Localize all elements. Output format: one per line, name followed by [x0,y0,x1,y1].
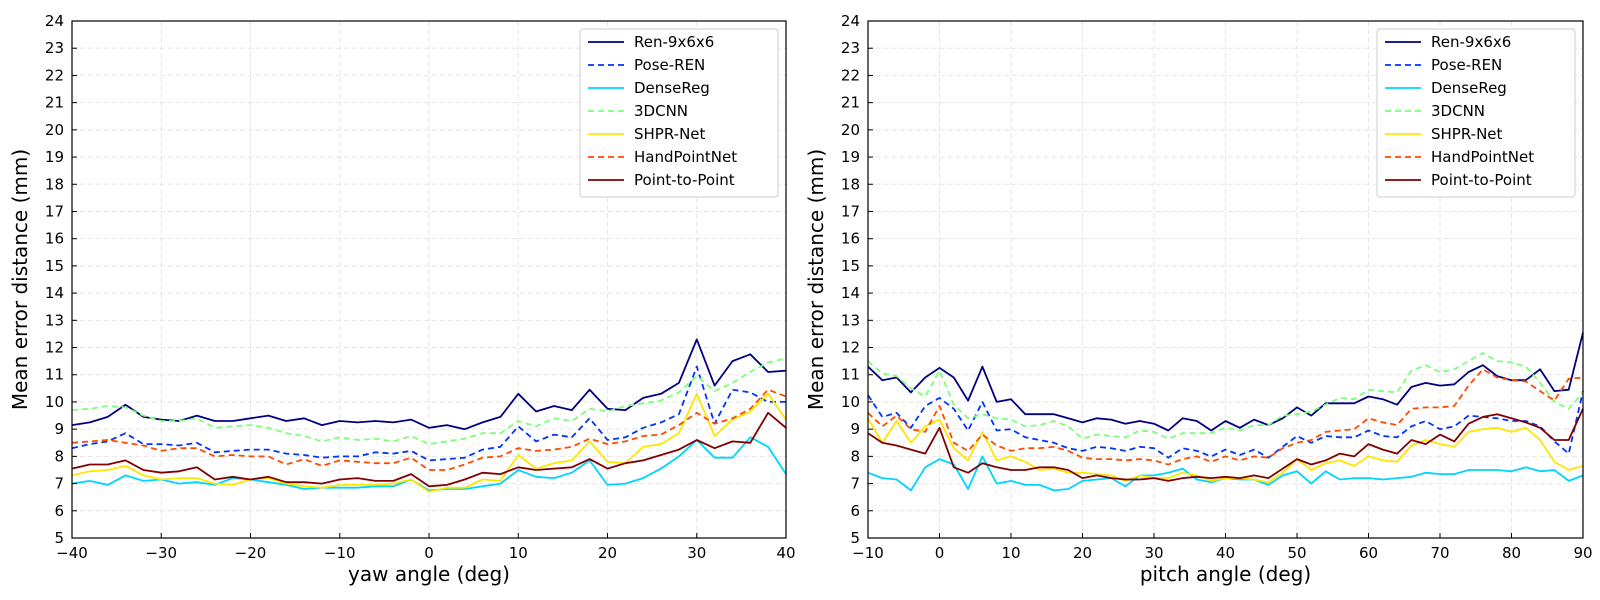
chart-2-legend-label: HandPointNet [1431,148,1534,166]
chart-1-legend-label: SHPR-Net [634,125,706,143]
chart-1-ytick-label: 10 [45,393,64,411]
chart-2-ytick-label: 20 [841,121,860,139]
chart-1-ytick-label: 23 [45,39,64,57]
chart-2-legend-label: Pose-REN [1431,56,1502,74]
chart-2-series-line-4 [867,352,1584,440]
chart-2-legend-label: 3DCNN [1431,102,1485,120]
chart-2-ytick-label: 22 [841,66,860,84]
chart-1-ytick-label: 24 [45,12,64,30]
chart-2-ytick-label: 7 [850,475,860,493]
chart-1-xtick-label: −20 [235,544,267,562]
chart-2-legend-box [1376,28,1576,198]
chart-1-ytick-label: 12 [45,339,64,357]
chart-1-ytick-label: 15 [45,257,64,275]
chart-2-series-line-5 [867,417,1584,484]
chart-1-series-line-1 [71,338,787,431]
chart-2-legend-label: Point-to-Point [1431,171,1532,189]
chart-1-legend-label: Point-to-Point [634,171,735,189]
chart-2-ytick-label: 12 [841,339,860,357]
chart-2-xtick-label: 40 [1216,544,1235,562]
chart-1-ytick-label: 16 [45,230,64,248]
chart-2-ytick-label: 16 [841,230,860,248]
chart-2-ytick-label: 5 [850,529,860,547]
chart-2-ytick-label: 11 [841,366,860,384]
chart-1-ytick-label: 8 [54,447,64,465]
chart-1-xtick-label: −40 [56,544,88,562]
chart-2-xtick-label: 30 [1144,544,1163,562]
chart-1-xtick-label: 40 [776,544,795,562]
chart-2-legend-label: DenseReg [1431,79,1507,97]
chart-2-xtick-label: 50 [1287,544,1306,562]
chart-2-ytick-label: 15 [841,257,860,275]
chart-2-xtick-label: 10 [1001,544,1020,562]
chart-2-ytick-label: 23 [841,39,860,57]
chart-2-ytick-label: 10 [841,393,860,411]
chart-1-xtick-label: 30 [687,544,706,562]
chart-2-ytick-label: 21 [841,94,860,112]
chart-1-ytick-label: 11 [45,366,64,384]
chart-2-legend-label: Ren-9x6x6 [1431,33,1511,51]
chart-2-xtick-label: −10 [852,544,884,562]
chart-1-ytick-label: 6 [54,502,64,520]
chart-1-ytick-label: 19 [45,148,64,166]
chart-1-ytick-label: 7 [54,475,64,493]
chart-2-ytick-label: 6 [850,502,860,520]
chart-1-series-line-4 [71,357,787,446]
chart-2-ytick-label: 17 [841,202,860,220]
chart-2-series-line-1 [867,332,1584,432]
chart-1-series-line-7 [71,411,787,488]
chart-2-ytick-label: 9 [850,420,860,438]
chart-1-ytick-label: 13 [45,311,64,329]
chart-2-series-line-7 [867,408,1584,482]
chart-2-ytick-label: 13 [841,311,860,329]
chart-2-ytick-label: 8 [850,447,860,465]
chart-1-xtick-label: −10 [324,544,356,562]
chart-2-ytick-label: 14 [841,284,860,302]
chart-2-xtick-label: 80 [1502,544,1521,562]
chart-2-xtick-label: 70 [1430,544,1449,562]
chart-1-ytick-label: 18 [45,175,64,193]
chart-1-legend-label: DenseReg [634,79,710,97]
chart-2-series-line-6 [867,368,1584,466]
chart-2-series-line-2 [867,390,1584,459]
chart-1-series-line-3 [71,436,787,492]
chart-1-xtick-label: 0 [424,544,434,562]
chart-1-ytick-label: 9 [54,420,64,438]
chart-2-x-axis-title: pitch angle (deg) [1140,562,1311,586]
chart-2-xtick-label: 60 [1359,544,1378,562]
chart-2-ytick-label: 18 [841,175,860,193]
chart-1-xtick-label: 10 [509,544,528,562]
chart-2-ytick-label: 24 [841,12,860,30]
chart-1-xtick-label: 20 [598,544,617,562]
chart-1-ytick-label: 21 [45,94,64,112]
chart-2-legend: Ren-9x6x6 Pose-REN DenseReg 3DCNN SHPR-Net Ha… [1376,28,1576,198]
chart-1-series-line-2 [71,365,786,462]
chart-2-xtick-label: 20 [1073,544,1092,562]
chart-1-legend-label: Ren-9x6x6 [634,33,714,51]
chart-1-legend-box [579,28,779,198]
chart-1-legend-label: Pose-REN [634,56,705,74]
chart-1-legend-label: 3DCNN [634,102,688,120]
chart-2: 5 6 7 8 9 10 11 12 13 14 15 16 17 18 19 20 21 22 23 24 −10 0 1… [804,12,1593,586]
chart-1: 5 6 7 8 9 10 11 12 13 14 15 16 17 18 19 20 21 22 23 24 −40 −3… [8,12,796,586]
chart-1-ytick-label: 22 [45,66,64,84]
chart-1-legend: Ren-9x6x6 Pose-REN DenseReg 3DCNN SHPR-Net Ha… [579,28,779,198]
chart-2-xtick-label: 0 [935,544,945,562]
chart-1-series-line-5 [71,392,787,493]
chart-1-ytick-label: 17 [45,202,64,220]
chart-1-series-line-6 [71,388,787,471]
chart-2-xtick-label: 90 [1573,544,1592,562]
chart-1-xtick-label: −30 [145,544,177,562]
chart-1-y-axis-title: Mean error distance (mm) [8,149,32,410]
chart-1-legend-label: HandPointNet [634,148,737,166]
chart-1-ytick-label: 5 [54,529,64,547]
chart-2-ytick-label: 19 [841,148,860,166]
chart-1-ytick-label: 14 [45,284,64,302]
chart-1-x-axis-title: yaw angle (deg) [348,562,510,586]
chart-2-legend-label: SHPR-Net [1431,125,1503,143]
chart-1-ytick-label: 20 [45,121,64,139]
chart-2-y-axis-title: Mean error distance (mm) [804,149,828,410]
